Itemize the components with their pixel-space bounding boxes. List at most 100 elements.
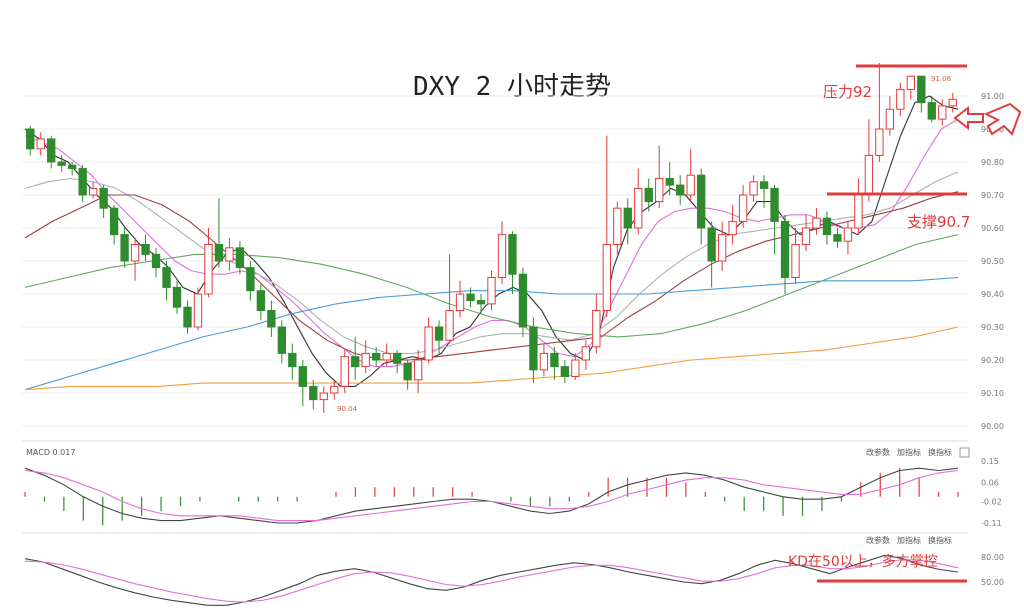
candle (466, 287, 475, 308)
candle (130, 237, 140, 281)
candle-body (749, 181, 758, 196)
candle (246, 261, 255, 301)
candle-body (875, 128, 884, 156)
candle (351, 336, 360, 380)
candle-body (487, 277, 496, 305)
candle-body (864, 154, 874, 196)
macd-adjust-params-button[interactable]: 改参数 (866, 447, 890, 457)
candle (948, 92, 957, 113)
candle-body (204, 244, 213, 295)
candle-body (434, 326, 444, 341)
candle-body (109, 207, 119, 236)
candle-body (770, 187, 779, 222)
candle (864, 119, 874, 202)
price-axis: 91.0090.9090.8090.7090.6090.5090.4090.30… (981, 92, 1004, 431)
panel-close-box-icon[interactable] (959, 447, 970, 458)
candle-body (696, 174, 706, 229)
candle (560, 360, 570, 384)
macd-dif-line (24, 467, 959, 524)
candle-body (539, 352, 549, 371)
candle-body (225, 247, 234, 262)
candle-body (246, 267, 255, 292)
candle (634, 168, 643, 235)
candle-body (47, 138, 56, 163)
candle-body (288, 352, 297, 368)
candle (162, 261, 171, 301)
candle-body (917, 75, 926, 104)
candle (120, 228, 129, 268)
candle-body (424, 326, 433, 361)
candle (812, 208, 821, 235)
candle (434, 320, 444, 354)
candle-body (906, 75, 915, 90)
candle (518, 267, 528, 337)
candle-body (780, 220, 790, 278)
candle (455, 280, 465, 318)
candle-body (738, 194, 748, 222)
candle (88, 181, 98, 199)
candle-body (413, 359, 423, 381)
macd-tick-label: -0.02 (981, 498, 1002, 507)
candle-body (801, 227, 811, 245)
candle-body (634, 187, 643, 229)
candle-body (372, 352, 381, 361)
candle-body (277, 326, 287, 354)
resistance-label: 压力92 (823, 83, 872, 101)
candle-body (235, 247, 245, 269)
candle-body (896, 88, 905, 110)
candle-body (476, 300, 486, 305)
candle-body (623, 207, 632, 229)
candle-body (938, 105, 947, 120)
price-tick-label: 90.20 (981, 356, 1004, 365)
kd-add-indicator-button[interactable]: 加指标 (897, 535, 921, 545)
candle-body (78, 168, 87, 196)
macd-tick-label: 0.06 (981, 478, 999, 487)
candle (738, 185, 748, 228)
candle (57, 155, 66, 172)
candle-body (707, 227, 716, 262)
kd-change-indicator-button[interactable]: 换指标 (928, 535, 952, 545)
macd-add-indicator-button[interactable]: 加指标 (897, 447, 921, 457)
candle (183, 300, 192, 334)
candle (309, 379, 318, 410)
candle-body (309, 385, 318, 401)
candle (413, 350, 423, 393)
candle-body (560, 366, 570, 378)
candle (927, 96, 936, 123)
macd-tick-label: -0.11 (981, 519, 1002, 528)
kd-k-line (24, 554, 959, 606)
candle-body (382, 352, 391, 361)
candle (707, 221, 716, 288)
price-tick-label: 90.30 (981, 323, 1004, 332)
candle-body (854, 194, 863, 229)
candle-body (151, 253, 161, 269)
candle (906, 75, 915, 100)
candle-body (330, 385, 339, 394)
candle (392, 350, 402, 374)
candle (644, 178, 653, 212)
kd-panel: 80.00 50.00 (24, 553, 1004, 606)
candle (875, 63, 884, 162)
price-tick-label: 90.80 (981, 158, 1004, 167)
candle (424, 317, 433, 364)
candle-body (68, 164, 77, 170)
candle (99, 185, 108, 219)
candle-body (822, 217, 832, 236)
candle-body (613, 207, 622, 245)
candle-body (340, 356, 349, 387)
candle (330, 379, 339, 400)
candle (256, 284, 266, 321)
ma-line-ma250 (24, 326, 959, 391)
macd-change-indicator-button[interactable]: 换指标 (928, 447, 952, 457)
candle-body (550, 352, 559, 368)
candle-body (445, 310, 454, 341)
price-tick-label: 90.60 (981, 224, 1004, 233)
macd-dea-line (24, 469, 959, 522)
candle-body (812, 217, 821, 229)
candle-body (581, 346, 591, 361)
candle-body (843, 227, 853, 242)
support-label: 支撑90.7 (907, 213, 970, 231)
candle (193, 287, 203, 331)
kd-adjust-params-button[interactable]: 改参数 (866, 535, 890, 545)
candle (204, 228, 213, 298)
